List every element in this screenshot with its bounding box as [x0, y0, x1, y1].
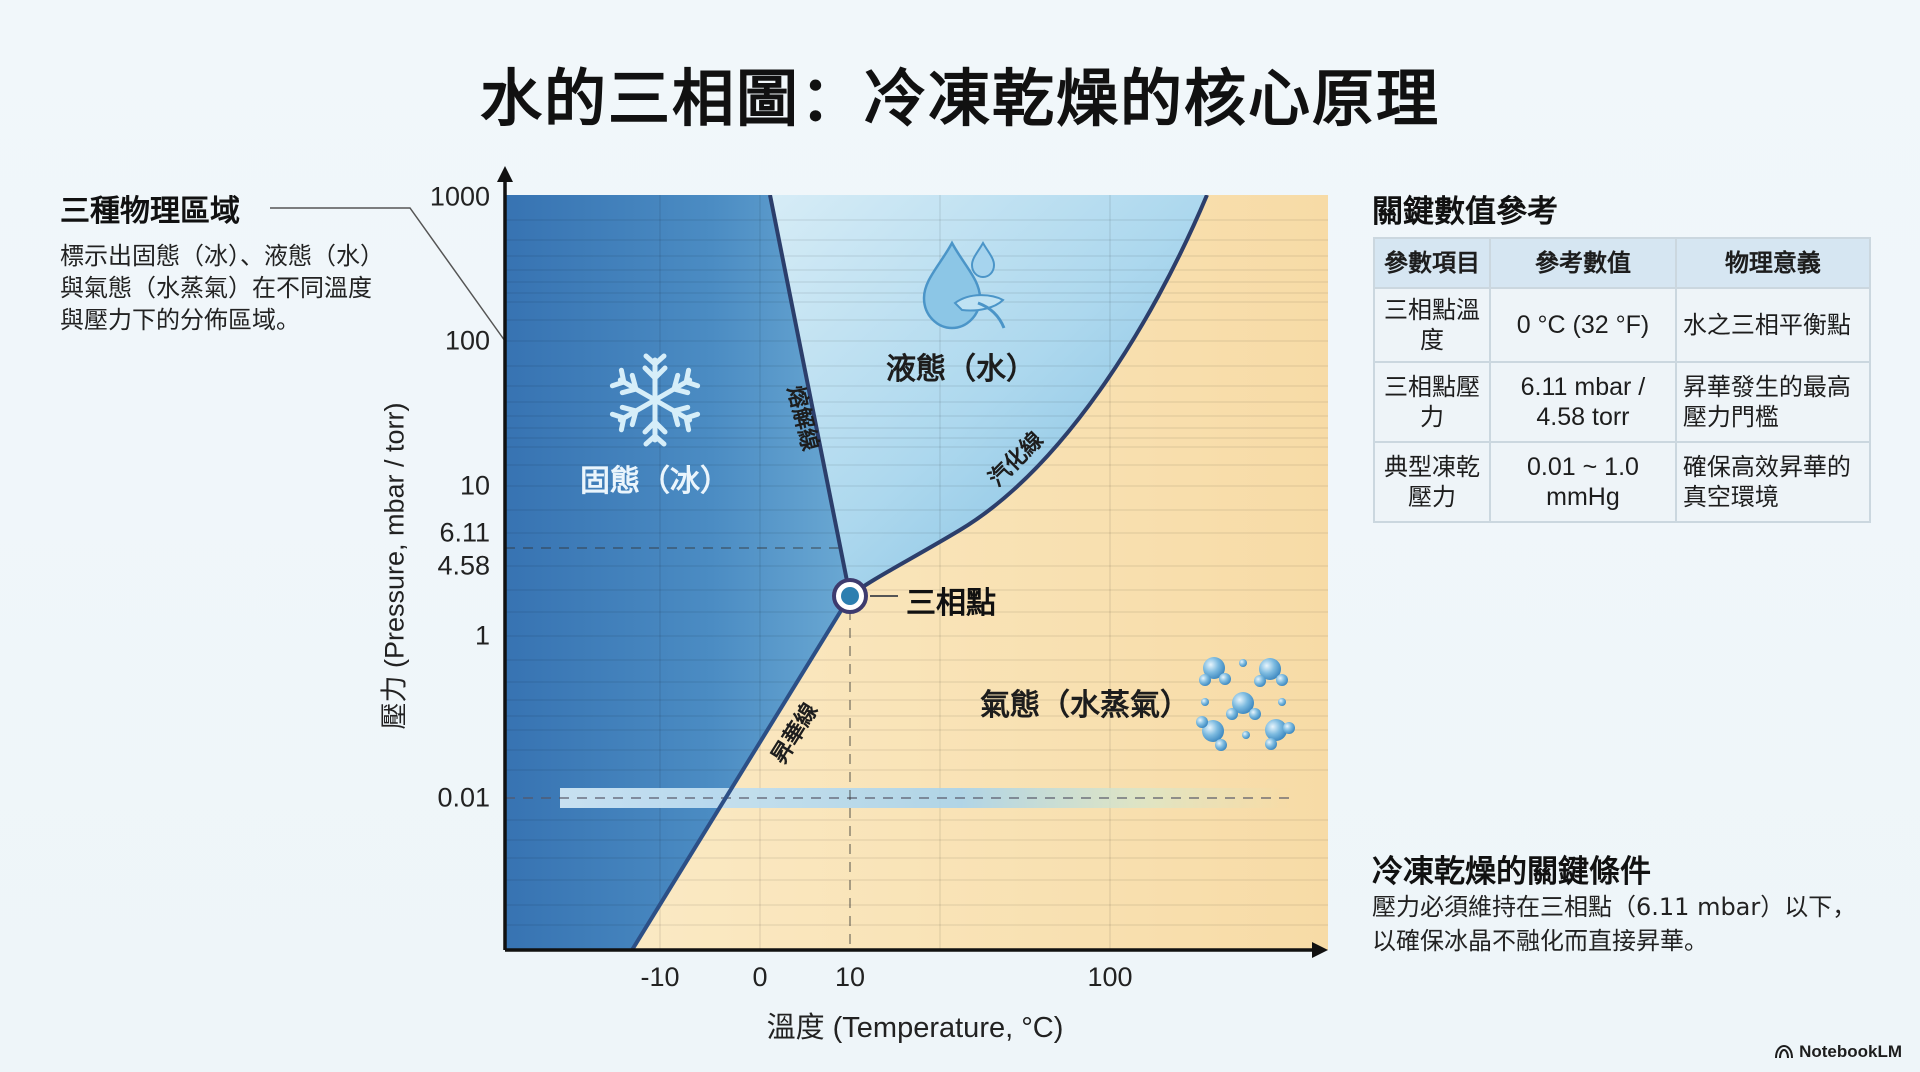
meaning-cell: 水之三相平衡點 — [1674, 287, 1872, 363]
regions-callout-heading: 三種物理區域 — [60, 194, 240, 229]
notebooklm-logo-icon — [1775, 1045, 1794, 1059]
table-row: 典型凍乾壓力 0.01 ~ 1.0 mmHg 確保高效昇華的真空環境 — [1372, 441, 1872, 523]
y-axis-arrow-icon — [497, 166, 513, 182]
melting-line — [768, 195, 852, 597]
triple-point-label: 三相點 — [906, 586, 996, 621]
table-row: 三相點壓力 6.11 mbar / 4.58 torr 昇華發生的最高壓力門檻 — [1372, 361, 1872, 443]
parameter-cell: 三相點壓力 — [1372, 361, 1492, 443]
y-tick-1000: 1000 — [429, 181, 490, 212]
y-axis-label: 壓力 (Pressure, mbar / torr) — [379, 402, 410, 730]
parameter-cell: 三相點溫度 — [1372, 287, 1492, 363]
parameter-cell: 典型凍乾壓力 — [1372, 441, 1492, 523]
sublimation-line — [630, 594, 852, 950]
meaning-cell: 昇華發生的最高壓力門檻 — [1674, 361, 1872, 443]
water-vapor-molecules-icon — [1196, 657, 1295, 751]
x-tick-minus-10: -10 — [640, 962, 680, 992]
snowflake-icon — [612, 353, 698, 444]
y-tick-4-58: 4.58 — [437, 550, 490, 581]
table-header-row: 參數項目 參考數值 物理意義 — [1372, 237, 1872, 289]
column-header: 參考數值 — [1489, 237, 1677, 289]
regions-callout: 三種物理區域 標示出固態（冰）、液態（水）與氣態（水蒸氣）在不同溫度與壓力下的分… — [60, 186, 380, 336]
x-axis-arrow-icon — [1312, 942, 1328, 958]
table-row: 三相點溫度 0 °C (32 °F) 水之三相平衡點 — [1372, 287, 1872, 363]
y-tick-6-11: 6.11 — [439, 517, 490, 548]
vaporization-line — [848, 195, 1209, 598]
page-title: 水的三相圖：冷凍乾燥的核心原理 — [479, 62, 1440, 135]
reference-heading: 關鍵數值參考 — [1372, 194, 1558, 230]
y-tick-10: 10 — [459, 470, 490, 501]
solid-region — [505, 195, 850, 950]
grid-lines — [505, 219, 1328, 926]
column-header: 參數項目 — [1372, 237, 1492, 289]
x-tick-0: 0 — [752, 962, 768, 992]
condition-line-1: 壓力必須維持在三相點（6.11 mbar）以下， — [1372, 893, 1857, 921]
liquid-region — [770, 195, 1207, 596]
condition-heading: 冷凍乾燥的關鍵條件 — [1372, 854, 1651, 890]
reference-table: 參數項目 參考數值 物理意義 三相點溫度 0 °C (32 °F) 水之三相平衡… — [1372, 237, 1872, 523]
water-drop-icon — [922, 240, 1006, 330]
liquid-region-label: 液態（水） — [886, 352, 1036, 387]
solid-region-label: 固態（冰） — [580, 464, 730, 499]
condition-line-2: 以確保冰晶不融化而直接昇華。 — [1372, 927, 1708, 955]
x-axis-label: 溫度 (Temperature, °C) — [766, 1012, 1064, 1044]
meaning-cell: 確保高效昇華的真空環境 — [1674, 441, 1872, 523]
x-tick-100: 100 — [1087, 962, 1133, 992]
value-cell: 0.01 ~ 1.0 mmHg — [1489, 441, 1677, 523]
column-header: 物理意義 — [1674, 237, 1872, 289]
x-tick-10: 10 — [834, 962, 866, 992]
value-cell: 6.11 mbar / 4.58 torr — [1489, 361, 1677, 443]
callout-connector — [270, 207, 506, 342]
brand-text: NotebookLM — [1799, 1042, 1902, 1061]
triple-point-marker — [832, 578, 898, 614]
y-tick-100: 100 — [444, 325, 490, 356]
gas-region-label: 氣態（水蒸氣） — [980, 688, 1190, 723]
condition-body: 壓力必須維持在三相點（6.11 mbar）以下， 以確保冰晶不融化而直接昇華。 — [1372, 890, 1912, 958]
y-tick-0-01: 0.01 — [437, 782, 490, 813]
notebooklm-brand: NotebookLM — [1775, 1042, 1902, 1062]
value-cell: 0 °C (32 °F) — [1489, 287, 1677, 363]
y-tick-1: 1 — [474, 620, 490, 651]
regions-callout-body: 標示出固態（冰）、液態（水）與氣態（水蒸氣）在不同溫度與壓力下的分佈區域。 — [60, 242, 372, 334]
